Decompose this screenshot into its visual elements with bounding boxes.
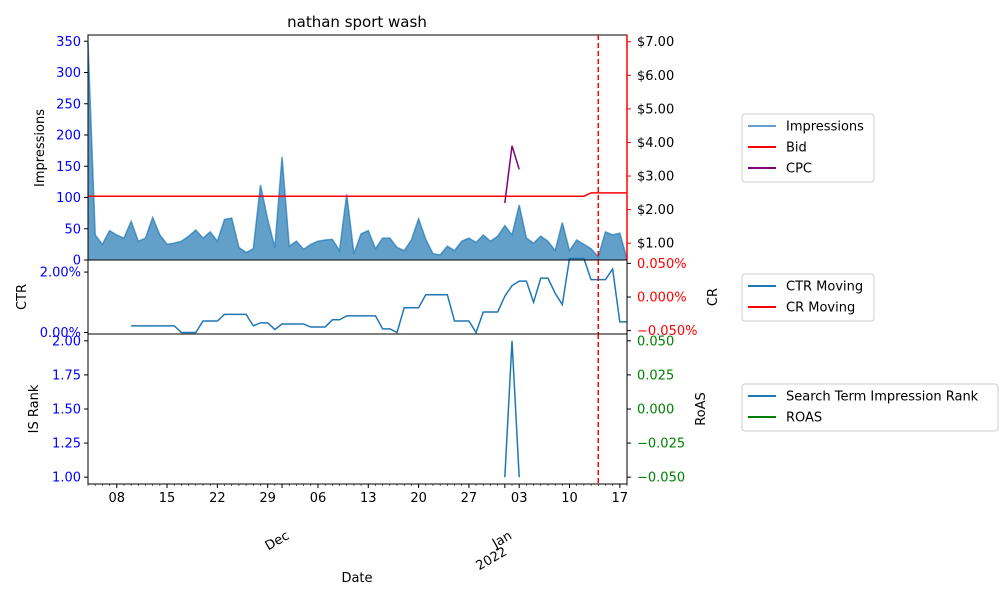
legend-box <box>741 383 999 432</box>
y-tick-label: 2.00 <box>52 334 81 349</box>
series-line-ctr-moving <box>131 257 627 335</box>
y-tick-label: 50 <box>64 222 81 237</box>
right-y-tick-label: $4.00 <box>637 136 674 151</box>
x-tick-label: 27 <box>461 491 478 506</box>
x-tick-label: 17 <box>612 491 629 506</box>
legend-label: Impressions <box>786 120 864 135</box>
x-tick-label: 15 <box>159 491 176 506</box>
legend-label: CPC <box>786 162 812 177</box>
panel3-right-y-axis-label: RoAS <box>694 392 709 426</box>
right-y-tick-label: $6.00 <box>637 69 674 84</box>
legend-label: Search Term Impression Rank <box>786 390 979 405</box>
y-tick-label: 150 <box>56 160 81 175</box>
right-y-tick-label: $5.00 <box>637 102 674 117</box>
right-y-tick-label: −0.050% <box>637 324 697 339</box>
right-y-tick-label: −0.050 <box>637 471 685 486</box>
y-tick-label: 300 <box>56 66 81 81</box>
y-tick-label: 0 <box>73 254 81 269</box>
right-y-tick-label: 0.000% <box>637 291 687 306</box>
panel2-right-y-axis-label: CR <box>706 288 721 306</box>
panel1-y-axis-label: Impressions <box>33 109 48 187</box>
right-y-tick-label: 0.000 <box>637 403 674 418</box>
panel3-y-axis-label: IS Rank <box>27 384 42 433</box>
legend-label: CTR Moving <box>786 280 863 295</box>
series-line-impressions <box>87 42 628 259</box>
y-tick-label: 200 <box>56 129 81 144</box>
y-tick-label: 1.00 <box>52 471 81 486</box>
x-axis-label: Date <box>341 571 372 586</box>
x-tick-label: 06 <box>310 491 327 506</box>
right-y-tick-label: 0.025 <box>637 368 674 383</box>
right-y-tick-label: $1.00 <box>637 237 674 252</box>
legend-label: CR Moving <box>786 301 855 316</box>
y-tick-label: 350 <box>56 35 81 50</box>
x-tick-label: 13 <box>360 491 377 506</box>
x-tick-label: 08 <box>108 491 125 506</box>
y-tick-label: 2.00% <box>40 266 81 281</box>
series-line-search-term-impression-rank <box>504 340 520 478</box>
y-tick-label: 1.25 <box>52 437 81 452</box>
x-tick-label: 29 <box>259 491 276 506</box>
legend-box <box>741 113 875 183</box>
x-tick-label: 20 <box>410 491 427 506</box>
chart-title: nathan sport wash <box>287 13 427 31</box>
legend-label: ROAS <box>786 411 822 426</box>
x-tick-label: 22 <box>209 491 226 506</box>
plot-layer: 0 50 100 150 200 250 300 350 $1.00 $2.00 $3.00 $4.0… <box>40 34 999 574</box>
right-y-tick-label: 0.050 <box>637 334 674 349</box>
right-y-tick-label: $3.00 <box>637 170 674 185</box>
y-tick-label: 1.50 <box>52 403 81 418</box>
right-y-tick-label: $2.00 <box>637 203 674 218</box>
y-tick-label: 0.00% <box>40 326 81 341</box>
right-y-tick-label: $7.00 <box>637 35 674 50</box>
x-tick-label: 03 <box>511 491 528 506</box>
right-y-tick-label: −0.025 <box>637 437 685 452</box>
right-y-tick-label: 0.050% <box>637 257 687 272</box>
legend-label: Bid <box>786 141 807 156</box>
series-line-bid <box>88 192 627 197</box>
y-tick-label: 250 <box>56 97 81 112</box>
series-line-cpc <box>504 145 520 204</box>
panel2-y-axis-label: CTR <box>15 284 30 310</box>
y-tick-label: 1.75 <box>52 368 81 383</box>
y-tick-label: 100 <box>56 191 81 206</box>
x-tick-label: 10 <box>561 491 578 506</box>
